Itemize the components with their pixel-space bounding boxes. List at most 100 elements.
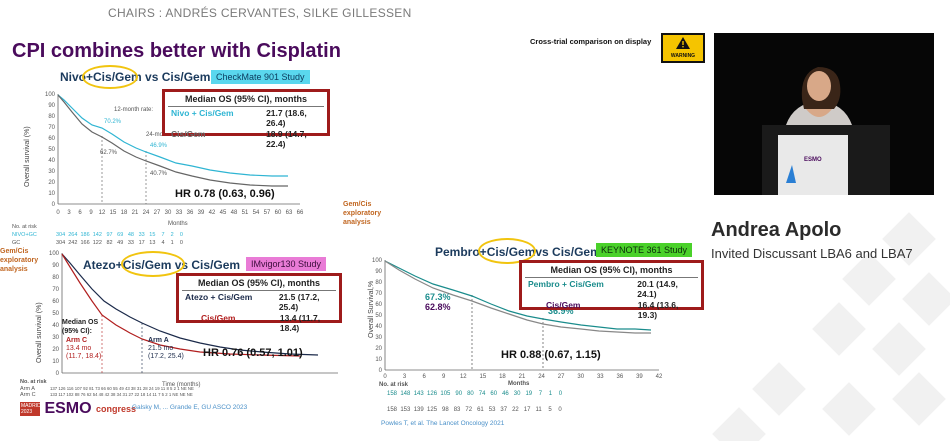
checkmate-xtick: 48 — [231, 210, 238, 216]
imvigor-risk-row-c: Arm C 133 117 102 88 76 62 54 48 42 38 34… — [20, 392, 193, 398]
keynote-xtick: 6 — [422, 374, 426, 380]
imvigor-ytick: 60 — [52, 299, 59, 305]
checkmate-ytick: 0 — [52, 202, 56, 208]
checkmate-xtick: 21 — [132, 210, 139, 216]
imvigor-os-row-gc: Cis/Gem 13.4 (11.7, 18.4) — [201, 313, 321, 333]
checkmate-xtick: 9 — [89, 210, 93, 216]
checkmate-ytick: 10 — [48, 191, 55, 197]
checkmate-os-row-gc: Cis/Gem 18.9 (14.7, 22.4) — [171, 129, 307, 149]
imvigor-os-box: Median OS (95% CI), months Atezo + Cis/G… — [176, 273, 342, 333]
imvigor-os-row-atezo: Atezo + Cis/Gem 21.5 (17.2, 25.4) — [185, 292, 320, 312]
imvigor-arm-a-curve — [61, 253, 319, 356]
keynote-xtick: 33 — [597, 374, 604, 380]
imvigor-ytick: 10 — [52, 359, 59, 365]
keynote-xtick: 0 — [383, 374, 387, 380]
checkmate-xtick: 15 — [110, 210, 117, 216]
checkmate-risk-row-nivo: NIVO+GC 304 264 186 142 97 69 48 33 15 7 … — [12, 232, 183, 238]
imvigor-side-note: Gem/Cis exploratory analysis — [0, 248, 39, 273]
presenter-name: Andrea Apolo — [711, 219, 842, 241]
keynote-xtick: 39 — [636, 374, 643, 380]
keynote-ytick: 0 — [379, 368, 383, 374]
keynote-panel: Gem/Cis exploratory analysis Pembro+Cis/… — [343, 200, 708, 441]
checkmate-panel: Nivo+Cis/Gem vs Cis/Gem CheckMate 901 St… — [0, 62, 340, 252]
checkmate-gc-curve — [57, 94, 288, 187]
checkmate-nivo-curve — [57, 94, 288, 177]
keynote-xtick: 24 — [538, 374, 545, 380]
imvigor-risk-row-a: Arm A 137 126 116 107 92 81 73 66 60 55 4… — [20, 386, 194, 392]
keynote-ytick: 40 — [375, 324, 382, 330]
checkmate-ytick: 60 — [48, 136, 55, 142]
keynote-xtick: 21 — [519, 374, 526, 380]
cross-trial-note: Cross-trial comparison on display — [530, 37, 652, 46]
checkmate-xtick: 18 — [121, 210, 128, 216]
checkmate-ytick: 50 — [48, 147, 55, 153]
keynote-xtick: 42 — [656, 374, 663, 380]
keynote-xtick: 18 — [499, 374, 506, 380]
imvigor-citation: Galsky M, ... Grande E, GU ASCO 2023 — [132, 404, 248, 411]
checkmate-ytick: 40 — [48, 158, 55, 164]
checkmate-xtick: 36 — [187, 210, 194, 216]
checkmate-xtick: 45 — [220, 210, 227, 216]
keynote-risk-row-pembro: 158 148 143 126 105 90 80 74 60 46 30 19… — [387, 391, 563, 397]
keynote-12mo-pembro: 67.3% — [425, 292, 451, 302]
presenter-role: Invited Discussant LBA6 and LBA7 — [711, 246, 913, 261]
keynote-ytick: 30 — [375, 335, 382, 341]
checkmate-xtick: 27 — [154, 210, 161, 216]
keynote-os-header: Median OS (95% CI), months — [525, 263, 698, 278]
keynote-study-tag: KEYNOTE 361 Study — [596, 243, 693, 257]
imvigor-ytick: 0 — [56, 371, 60, 377]
checkmate-xtick: 63 — [286, 210, 293, 216]
imvigor-highlight-ellipse — [121, 251, 185, 277]
keynote-os-row-gc: Cis/Gem 16.4 (13.6, 19.3) — [546, 300, 679, 320]
checkmate-hr: HR 0.78 (0.63, 0.96) — [175, 188, 275, 200]
checkmate-risk-row-gc: GC 304 242 166 122 82 49 33 17 13 4 1 0 — [12, 240, 183, 246]
imvigor-arm-c: Arm C 13.4 mo (11.7, 18.4) — [66, 337, 102, 360]
imvigor-study-tag: IMvigor130 Study — [246, 257, 327, 271]
checkmate-24mo-nivo: 46.9% — [150, 143, 168, 149]
checkmate-os-box: Median OS (95% CI), months Nivo + Cis/Ge… — [162, 89, 330, 149]
checkmate-xtick: 6 — [78, 210, 82, 216]
keynote-hr: HR 0.88 (0.67, 1.15) — [501, 349, 601, 361]
checkmate-xtick: 12 — [99, 210, 106, 216]
checkmate-xtick: 39 — [198, 210, 205, 216]
keynote-ytick: 60 — [375, 302, 382, 308]
checkmate-xtick: 24 — [143, 210, 150, 216]
keynote-24mo-pembro: 36.9% — [548, 306, 574, 316]
imvigor-panel: Gem/Cis exploratory analysis Atezo+Cis/G… — [0, 245, 345, 441]
checkmate-xtick: 57 — [264, 210, 271, 216]
imvigor-hr: HR 0.76 (0.57, 1.01) — [203, 347, 303, 359]
keynote-os-box: Median OS (95% CI), months Pembro + Cis/… — [519, 260, 704, 320]
checkmate-xtick: 30 — [165, 210, 172, 216]
keynote-xtick: 30 — [577, 374, 584, 380]
keynote-ytick: 70 — [375, 291, 382, 297]
presenter-figure: ESMO — [714, 33, 934, 195]
checkmate-ytick: 100 — [45, 92, 56, 98]
imvigor-xlabel: Time (months) — [162, 382, 200, 388]
warning-sign: WARNING — [661, 33, 705, 63]
presenter-video: ESMO — [714, 33, 934, 195]
checkmate-xtick: 42 — [209, 210, 216, 216]
keynote-ytick: 100 — [372, 258, 383, 264]
keynote-xtick: 9 — [442, 374, 446, 380]
checkmate-xtick: 66 — [297, 210, 304, 216]
checkmate-ytick: 20 — [48, 180, 55, 186]
imvigor-ytick: 50 — [52, 311, 59, 317]
keynote-xtick: 27 — [558, 374, 565, 380]
imvigor-ytick: 80 — [52, 275, 59, 281]
checkmate-ytick: 80 — [48, 114, 55, 120]
esmo-logo: MADRID 2023 ESMO congress — [20, 400, 137, 417]
keynote-ytick: 50 — [375, 313, 382, 319]
keynote-risk-header: No. at risk — [379, 382, 409, 388]
imvigor-arm-a: Arm A 21.5 mo (17.2, 25.4) — [148, 337, 184, 360]
keynote-xtick: 3 — [403, 374, 407, 380]
keynote-pembro-curve — [384, 260, 652, 331]
imvigor-os-header: Median OS (95% CI), months — [182, 276, 336, 291]
keynote-gc-curve — [384, 260, 651, 334]
chairs-header: CHAIRS : ANDRÉS CERVANTES, SILKE GILLESS… — [108, 6, 412, 20]
checkmate-xtick: 60 — [275, 210, 282, 216]
video-esmo-logo: ESMO — [804, 157, 822, 163]
checkmate-12mo-nivo: 70.2% — [104, 119, 122, 125]
checkmate-study-tag: CheckMate 901 Study — [211, 70, 310, 84]
